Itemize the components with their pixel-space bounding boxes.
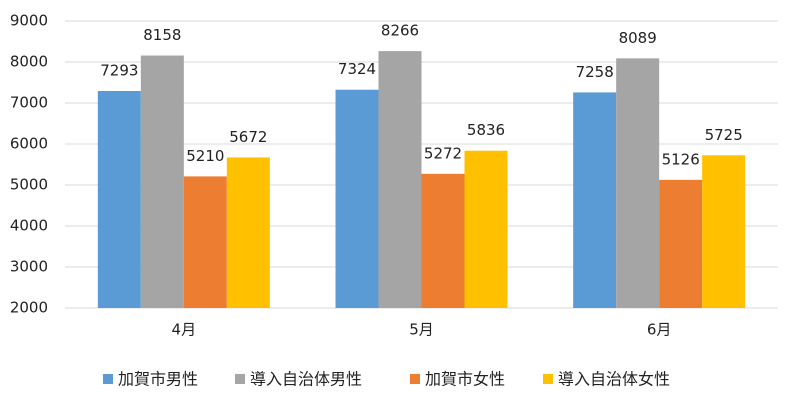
legend-label: 導入自治体男性 [250, 370, 362, 389]
x-tick-label: 5月 [409, 321, 434, 339]
x-tick-label: 6月 [647, 321, 672, 339]
data-label: 7293 [100, 61, 138, 79]
data-label: 8158 [143, 26, 181, 44]
x-tick-label: 4月 [172, 321, 197, 339]
bar [464, 150, 508, 308]
legend-swatch [103, 374, 113, 384]
legend-label: 加賀市女性 [425, 370, 505, 389]
data-label: 7258 [576, 63, 614, 81]
bar [616, 58, 660, 309]
legend-swatch [410, 374, 420, 384]
bar [335, 89, 379, 308]
bar [659, 179, 703, 308]
data-label: 8089 [619, 29, 657, 47]
bar [140, 55, 184, 308]
data-label: 8266 [381, 22, 419, 40]
y-tick-label: 6000 [10, 135, 48, 153]
bar [421, 173, 465, 308]
bar [702, 155, 746, 308]
legend-swatch [235, 374, 245, 384]
data-label: 5126 [662, 150, 700, 168]
data-label: 5836 [467, 121, 505, 139]
bar [97, 90, 141, 308]
data-label: 5210 [186, 147, 224, 165]
bar [573, 92, 617, 308]
y-tick-label: 3000 [10, 258, 48, 276]
y-tick-label: 2000 [10, 299, 48, 317]
y-tick-label: 4000 [10, 217, 48, 235]
data-label: 7324 [338, 60, 376, 78]
y-tick-label: 8000 [10, 53, 48, 71]
bar [378, 51, 422, 309]
legend-label: 導入自治体女性 [558, 370, 670, 389]
legend-swatch [543, 374, 553, 384]
bar [226, 157, 270, 308]
y-tick-label: 5000 [10, 176, 48, 194]
data-label: 5272 [424, 144, 462, 162]
data-label: 5725 [705, 126, 743, 144]
y-tick-label: 9000 [10, 12, 48, 30]
y-tick-label: 7000 [10, 94, 48, 112]
bar [183, 176, 227, 308]
legend-label: 加賀市男性 [118, 370, 198, 389]
data-label: 5672 [229, 128, 267, 146]
